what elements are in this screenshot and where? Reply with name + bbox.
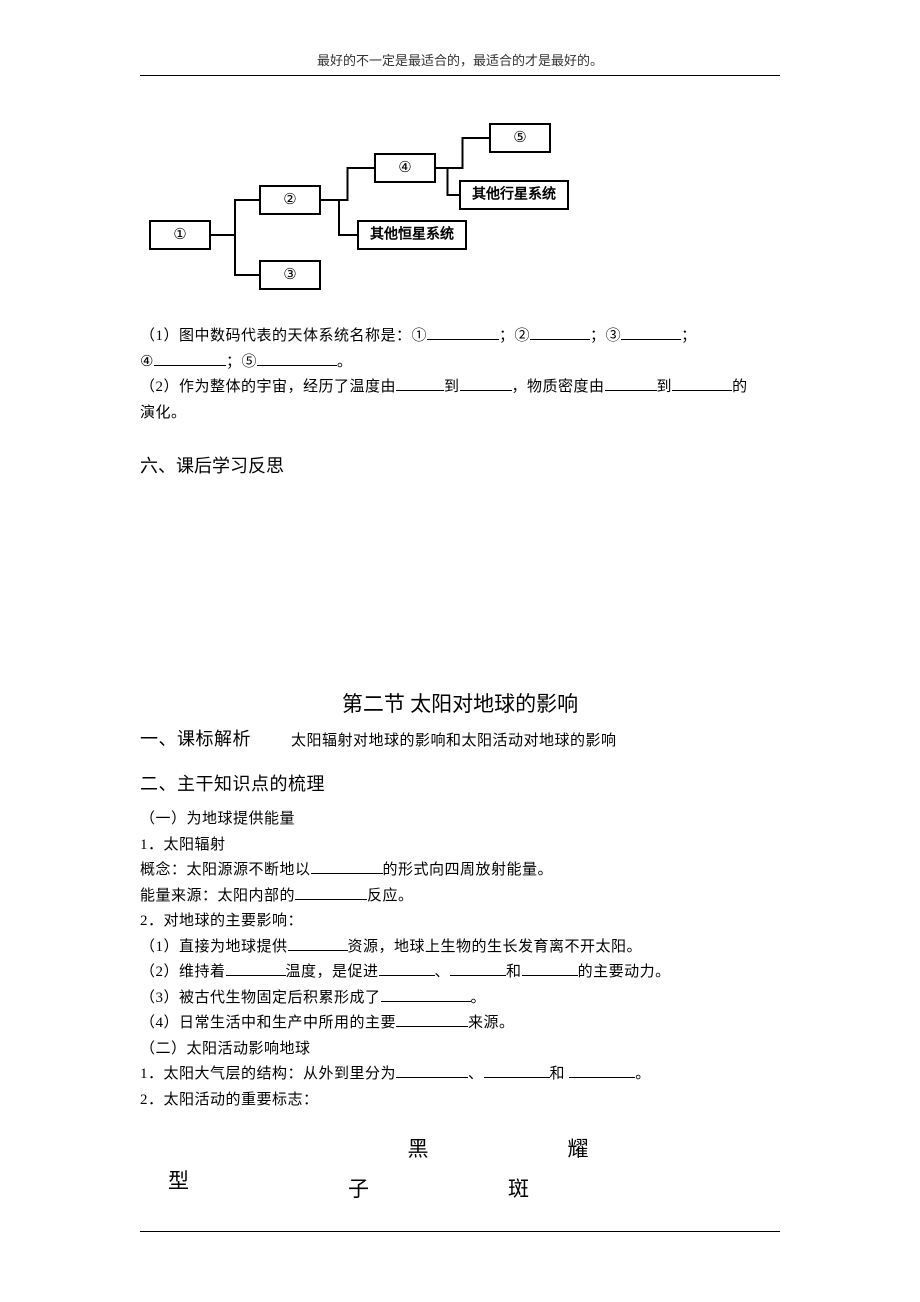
p2: 概念：太阳源源不断地以的形式向四周放射能量。 [140,858,780,884]
main-points-heading: 二、主干知识点的梳理 [140,769,780,800]
blank [396,1063,468,1078]
p5: （1）直接为地球提供资源，地球上生物的生长发育离不开太阳。 [140,935,780,961]
svg-text:其他行星系统: 其他行星系统 [472,186,556,203]
cell-ban: 斑 [498,1173,658,1203]
blank [569,1063,635,1078]
blank [427,325,499,340]
svg-text:其他恒星系统: 其他恒星系统 [370,226,454,243]
p7: （3）被古代生物固定后积累形成了。 [140,986,780,1012]
cell-type: 型 [168,1165,338,1195]
blank [621,325,681,340]
blank [460,376,512,391]
p3: 能量来源：太阳内部的反应。 [140,884,780,910]
cell-zi: 子 [338,1173,498,1203]
blank [311,859,383,874]
blank [396,1012,468,1027]
section-6-heading: 六、课后学习反思 [140,452,780,478]
lesson-title: 第二节 太阳对地球的影响 [140,688,780,718]
blank [288,936,348,951]
blank [257,351,337,366]
blank [396,376,444,391]
blank [295,885,367,900]
question-2b: 演化。 [140,401,780,427]
standard-analysis: 一、课标解析太阳辐射对地球的影响和太阳活动对地球的影响 [140,724,780,755]
blank [226,961,286,976]
blank [450,961,506,976]
lesson-body: 一、课标解析太阳辐射对地球的影响和太阳活动对地球的影响 二、主干知识点的梳理 （… [140,724,780,1113]
svg-text:⑤: ⑤ [513,130,526,146]
celestial-system-diagram: ① ② ③ ④ ⑤ 其他行星系统其他恒星系统 [140,106,780,306]
blank [154,351,226,366]
question-1b: ④；⑤。 [140,350,780,376]
blank [484,1063,550,1078]
blank [530,325,590,340]
svg-text:④: ④ [398,160,411,176]
p4: 2．对地球的主要影响： [140,909,780,935]
solar-activity-table: 型 黑 子 耀 斑 [140,1133,780,1203]
p9: 1．太阳大气层的结构：从外到里分为、和 。 [140,1062,780,1088]
p1: 1．太阳辐射 [140,833,780,859]
sub1: （一）为地球提供能量 [140,807,780,833]
blank [605,376,657,391]
q1-intro: （1）图中数码代表的天体系统名称是：① [140,328,427,344]
blank [379,961,435,976]
p6: （2）维持着温度，是促进、和的主要动力。 [140,960,780,986]
p8: （4）日常生活中和生产中所用的主要来源。 [140,1011,780,1037]
header-divider [140,75,780,76]
cell-hei: 黑 [338,1133,498,1163]
question-block: （1）图中数码代表的天体系统名称是：①；②；③； ④；⑤。 （2）作为整体的宇宙… [140,324,780,426]
p10: 2．太阳活动的重要标志： [140,1088,780,1114]
cell-yao: 耀 [498,1133,658,1163]
sub2: （二）太阳活动影响地球 [140,1037,780,1063]
page-header-subtitle: 最好的不一定是最适合的，最适合的才是最好的。 [140,50,780,69]
svg-text:①: ① [173,227,186,243]
footer-divider [140,1231,780,1232]
blank [672,376,732,391]
diagram-svg: ① ② ③ ④ ⑤ 其他行星系统其他恒星系统 [140,106,600,301]
blank [522,961,578,976]
svg-text:③: ③ [283,267,296,283]
svg-text:②: ② [283,192,296,208]
question-2: （2）作为整体的宇宙，经历了温度由到，物质密度由到的 [140,375,780,401]
question-1: （1）图中数码代表的天体系统名称是：①；②；③； [140,324,780,350]
blank [381,987,471,1002]
